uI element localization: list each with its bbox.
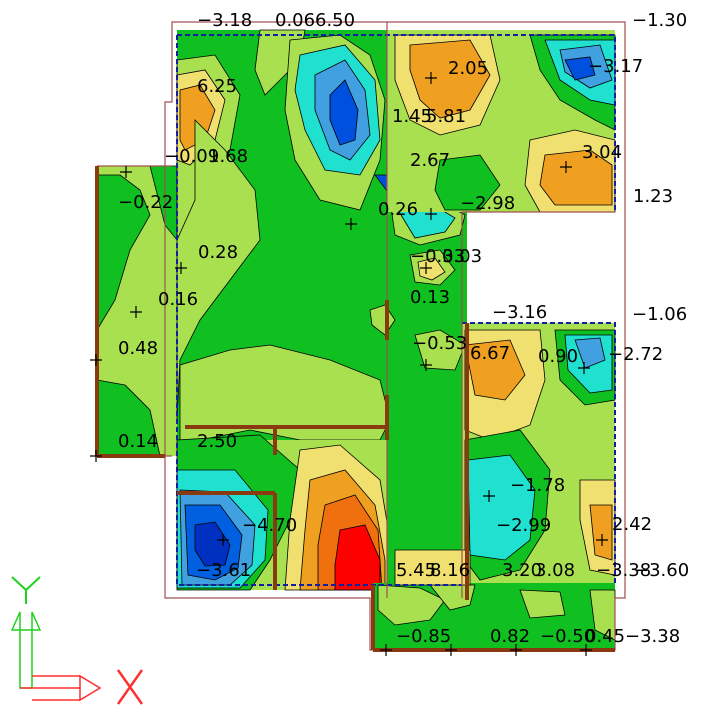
value-label: −2.99	[496, 515, 551, 536]
value-label: 0.48	[118, 338, 158, 359]
value-label: −3.17	[588, 56, 643, 77]
value-label: −1.30	[632, 10, 687, 31]
value-label: 0.16	[158, 289, 198, 310]
value-label: 0.28	[198, 242, 238, 263]
value-label: −2.98	[460, 193, 515, 214]
contour-region-left-strip	[96, 165, 178, 457]
value-label: 5.45	[396, 560, 436, 581]
value-label: −3.38	[596, 560, 651, 581]
value-label: 0.82	[490, 626, 530, 647]
ucs-axis-icon: Y X	[6, 576, 144, 705]
slab-boundary-dashed	[176, 34, 616, 586]
value-label: −1.78	[510, 475, 565, 496]
value-label: −3.18	[197, 10, 252, 31]
value-label: 0.06	[275, 10, 315, 31]
value-label: −3.61	[196, 560, 251, 581]
grid-markers	[90, 72, 608, 656]
value-label: −0.22	[118, 192, 173, 213]
value-label: 6.25	[197, 76, 237, 97]
walls	[95, 166, 615, 652]
value-label: 0.90	[538, 346, 578, 367]
value-label: −0.09	[164, 146, 219, 167]
value-label: −0.50	[540, 626, 595, 647]
axis-x-glyph	[116, 669, 144, 705]
value-label: −3.60	[634, 560, 689, 581]
value-label: 0.14	[118, 431, 158, 452]
contour-region-lower-right	[462, 323, 616, 583]
value-label: −0.53	[412, 333, 467, 354]
value-label: 6.67	[470, 343, 510, 364]
value-label: 3.08	[535, 560, 575, 581]
value-label: 1.45	[392, 106, 432, 127]
value-label: −0.33	[410, 246, 465, 267]
value-label: 2.50	[197, 431, 237, 452]
contour-region-bottom-annex	[373, 549, 616, 650]
value-label: 2.67	[410, 150, 450, 171]
value-label: −3.16	[492, 302, 547, 323]
value-label: 2.42	[612, 514, 652, 535]
contour-region-upper-right	[387, 30, 616, 213]
notch-void	[467, 215, 615, 323]
value-label: 0.26	[378, 199, 418, 220]
value-labels: −3.18 0.06 6.50 −1.30 6.25 2.05 −3.17 1.…	[118, 10, 689, 647]
value-label: 3.04	[582, 142, 622, 163]
value-label: −2.72	[608, 344, 663, 365]
value-label: 6.50	[315, 10, 355, 31]
axis-y-label: Y	[6, 604, 7, 606]
value-label: −3.38	[625, 626, 680, 647]
value-label: −1.06	[632, 304, 687, 325]
value-label: 1.68	[208, 146, 248, 167]
value-label: 1.23	[633, 186, 673, 207]
value-label: −0.85	[396, 626, 451, 647]
value-label: 5.81	[426, 106, 466, 127]
value-label: −4.70	[242, 515, 297, 536]
value-label: 0.13	[410, 287, 450, 308]
value-label: 3.20	[502, 560, 542, 581]
contour-region-lower-left	[176, 434, 391, 591]
value-label: 0.03	[442, 246, 482, 267]
value-label: 2.05	[448, 58, 488, 79]
value-label: 0.45	[585, 626, 625, 647]
value-label: 8.16	[430, 560, 470, 581]
